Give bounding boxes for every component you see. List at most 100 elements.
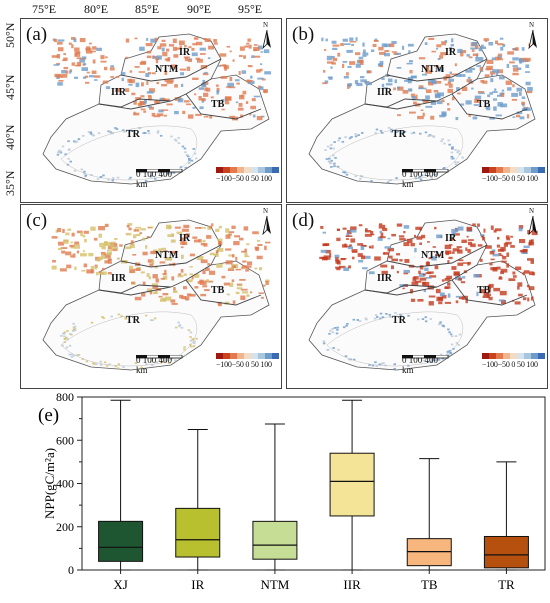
npp-pixel <box>129 265 134 270</box>
npp-pixel <box>150 360 153 363</box>
npp-pixel <box>54 38 58 43</box>
npp-pixel <box>150 364 154 367</box>
npp-pixel <box>68 333 72 335</box>
npp-pixel <box>352 358 356 361</box>
npp-pixel <box>345 173 349 176</box>
npp-pixel <box>357 243 364 246</box>
npp-pixel <box>79 38 86 43</box>
npp-pixel <box>203 243 208 247</box>
npp-pixel <box>224 301 230 305</box>
npp-pixel <box>189 339 193 342</box>
npp-pixel <box>393 363 396 366</box>
npp-pixel <box>526 91 533 94</box>
npp-pixel <box>510 235 513 238</box>
npp-pixel <box>131 130 134 132</box>
npp-pixel <box>120 72 126 75</box>
y-tick-label: 400 <box>56 477 74 491</box>
npp-pixel <box>168 44 175 47</box>
npp-pixel <box>110 65 114 68</box>
npp-pixel <box>457 161 460 164</box>
npp-pixel <box>80 231 83 237</box>
npp-pixel <box>406 62 413 65</box>
npp-pixel <box>329 253 332 258</box>
npp-pixel <box>477 244 483 247</box>
npp-pixel <box>231 279 235 283</box>
npp-pixel <box>74 76 79 79</box>
npp-pixel <box>82 250 85 253</box>
npp-pixel <box>217 238 223 242</box>
npp-pixel <box>343 43 351 45</box>
npp-pixel <box>357 253 363 257</box>
npp-pixel <box>516 111 523 115</box>
npp-pixel <box>199 106 204 110</box>
npp-pixel <box>467 76 471 79</box>
legend-swatch <box>489 353 496 359</box>
npp-pixel <box>104 223 109 228</box>
npp-pixel <box>191 52 198 57</box>
npp-pixel <box>90 50 96 53</box>
npp-pixel <box>90 321 94 324</box>
npp-pixel <box>229 77 233 82</box>
npp-pixel <box>328 157 331 160</box>
npp-pixel <box>466 235 469 238</box>
npp-pixel <box>449 333 453 336</box>
npp-pixel <box>166 103 173 106</box>
npp-pixel <box>221 275 226 279</box>
npp-pixel <box>373 317 377 320</box>
region-label-tr: TR <box>392 315 406 326</box>
npp-pixel <box>189 266 193 268</box>
npp-pixel <box>359 61 364 65</box>
legend-swatch <box>237 167 244 173</box>
legend-swatch <box>244 353 251 359</box>
npp-pixel <box>189 293 196 297</box>
npp-pixel <box>474 98 480 103</box>
npp-pixel <box>404 259 410 263</box>
npp-pixel <box>170 299 176 303</box>
npp-pixel <box>379 317 382 320</box>
npp-pixel <box>262 284 266 287</box>
npp-pixel <box>522 271 525 276</box>
npp-pixel <box>340 43 344 46</box>
npp-pixel <box>116 257 120 260</box>
npp-pixel <box>510 245 515 248</box>
box-iir <box>329 452 375 517</box>
npp-pixel <box>261 78 266 81</box>
npp-pixel <box>81 269 86 272</box>
npp-pixel <box>224 66 227 71</box>
npp-pixel <box>153 317 157 320</box>
npp-pixel <box>138 71 145 73</box>
npp-pixel <box>402 131 405 134</box>
npp-pixel <box>106 251 112 255</box>
npp-pixel <box>140 95 145 98</box>
npp-pixel <box>63 331 67 334</box>
npp-pixel <box>324 149 327 151</box>
npp-pixel <box>447 108 451 111</box>
north-arrow-icon: N <box>527 207 539 236</box>
npp-pixel <box>98 271 101 273</box>
npp-pixel <box>486 65 493 71</box>
npp-pixel <box>460 52 464 57</box>
npp-pixel <box>158 248 163 253</box>
npp-pixel <box>92 362 95 365</box>
npp-pixel <box>472 41 478 46</box>
npp-pixel <box>384 43 391 47</box>
npp-pixel <box>68 42 72 45</box>
npp-pixel <box>500 268 508 273</box>
npp-pixel <box>384 50 390 53</box>
npp-pixel <box>229 50 232 53</box>
npp-pixel <box>402 90 409 94</box>
npp-pixel <box>441 294 447 299</box>
npp-pixel <box>76 230 83 234</box>
npp-pixel <box>173 290 178 293</box>
npp-pixel <box>76 52 81 54</box>
npp-pixel <box>125 38 130 43</box>
npp-pixel <box>172 172 176 174</box>
npp-pixel <box>500 246 506 252</box>
npp-pixel <box>427 241 430 243</box>
npp-pixel <box>380 362 384 365</box>
npp-pixel <box>149 319 153 322</box>
npp-pixel <box>178 324 182 326</box>
npp-pixel <box>161 360 164 363</box>
npp-pixel <box>435 254 442 257</box>
npp-pixel <box>184 354 188 357</box>
